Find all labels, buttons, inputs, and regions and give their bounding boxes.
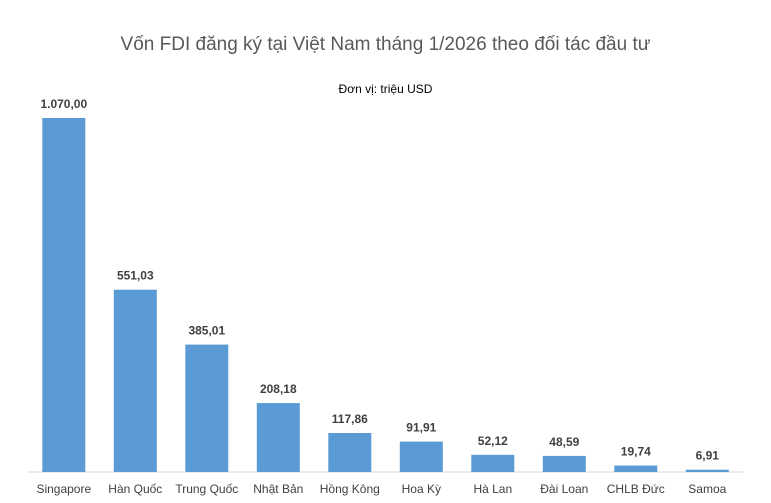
bar-6 (471, 454, 515, 472)
x-tick-labels-group: Singapore Hàn Quốc Trung Quốc Nhật Bản Hồng … (36, 482, 726, 496)
bar-5 (399, 441, 443, 472)
bar-9 (685, 469, 729, 472)
x-tick-label-3: Nhật Bản (253, 482, 303, 496)
x-tick-label-5: Hoa Kỳ (402, 482, 441, 496)
data-labels-group: 1.070,00 551,03 385,01 208,18 117,86 91,91 52,… (40, 97, 719, 463)
x-tick-label-2: Trung Quốc (175, 482, 238, 496)
data-label-8: 19,74 (621, 445, 651, 459)
data-label-6: 52,12 (478, 434, 508, 448)
bars-group (42, 118, 729, 472)
x-tick-label-1: Hàn Quốc (108, 482, 162, 496)
x-tick-label-4: Hồng Kông (320, 482, 380, 496)
bar-3 (256, 403, 300, 472)
bar-4 (328, 433, 372, 472)
data-label-4: 117,86 (332, 412, 368, 426)
x-tick-label-0: Singapore (36, 482, 91, 496)
x-tick-label-7: Đài Loan (540, 482, 588, 496)
x-tick-label-8: CHLB Đức (607, 482, 665, 496)
bar-7 (542, 455, 586, 472)
data-label-5: 91,91 (406, 421, 436, 435)
chart-title: Vốn FDI đăng ký tại Việt Nam tháng 1/202… (120, 34, 651, 55)
unit-label: Đơn vị: triệu USD (338, 82, 433, 96)
data-label-2: 385,01 (188, 324, 225, 338)
bar-2 (185, 344, 229, 472)
x-tick-label-9: Samoa (688, 482, 726, 496)
data-label-1: 551,03 (117, 269, 154, 283)
bar-1 (113, 289, 157, 472)
data-label-9: 6,91 (696, 449, 720, 463)
bar-0 (42, 118, 86, 472)
data-label-7: 48,59 (549, 435, 579, 449)
bar-8 (614, 465, 658, 472)
data-label-3: 208,18 (260, 382, 297, 396)
x-tick-label-6: Hà Lan (473, 482, 512, 496)
data-label-0: 1.070,00 (40, 97, 87, 111)
